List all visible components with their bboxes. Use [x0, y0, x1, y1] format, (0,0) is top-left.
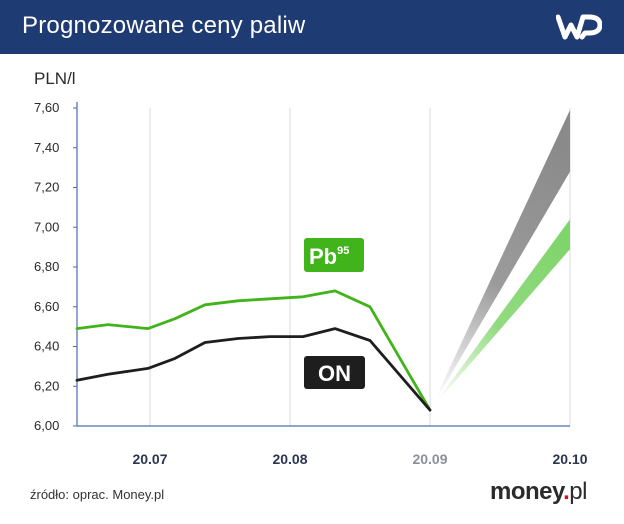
forecast-band-pb95	[430, 219, 570, 411]
y-axis-label: PLN/l	[34, 69, 76, 88]
y-tick-label: 6,60	[34, 299, 59, 314]
chart-title: Prognozowane ceny paliw	[22, 12, 306, 39]
forecast-band-on	[430, 109, 570, 411]
brand-logo: money.pl	[490, 478, 587, 506]
y-tick-label: 7,20	[34, 180, 59, 195]
legend-on-badge	[304, 356, 365, 389]
brand-suffix: pl	[569, 478, 587, 505]
legend-pb95-badge	[304, 238, 364, 272]
x-tick-label: 20.08	[272, 451, 307, 467]
y-tick-label: 6,80	[34, 259, 59, 274]
y-ticks: 6,00 6,20 6,40 6,60 6,80 7,00 7,20 7,40 7,60	[34, 100, 77, 433]
y-tick-label: 6,40	[34, 339, 59, 354]
series-line-on	[75, 327, 432, 412]
series-lines	[75, 289, 432, 412]
header-bar: Prognozowane ceny paliw	[0, 0, 624, 54]
x-tick-label: 20.10	[552, 451, 587, 467]
x-tick-label: 20.09	[412, 451, 447, 467]
source-note: źródło: oprac. Money.pl	[30, 487, 165, 502]
brand-main: money	[490, 478, 564, 505]
chart: PLN/l 6,00 6,20 6,40 6,60 6,80 7,00 7,20 7,40 7,…	[34, 69, 588, 467]
forecast-bands	[430, 109, 570, 411]
y-tick-label: 6,20	[34, 378, 59, 393]
brand-dot: .	[563, 478, 570, 505]
y-tick-label: 7,40	[34, 140, 59, 155]
x-ticks: 20.07 20.08 20.09 20.10	[132, 451, 587, 467]
y-tick-label: 7,60	[34, 100, 59, 115]
x-tick-label: 20.07	[132, 451, 167, 467]
y-tick-label: 6,00	[34, 418, 59, 433]
y-tick-label: 7,00	[34, 219, 59, 234]
series-line-pb95	[75, 289, 432, 412]
legend-pb95-label: Pb95	[309, 244, 349, 269]
legend-on: ON	[304, 356, 365, 389]
wp-logo-icon	[556, 14, 602, 40]
legend-pb95: Pb95	[304, 238, 364, 272]
legend-on-label: ON	[318, 361, 351, 386]
